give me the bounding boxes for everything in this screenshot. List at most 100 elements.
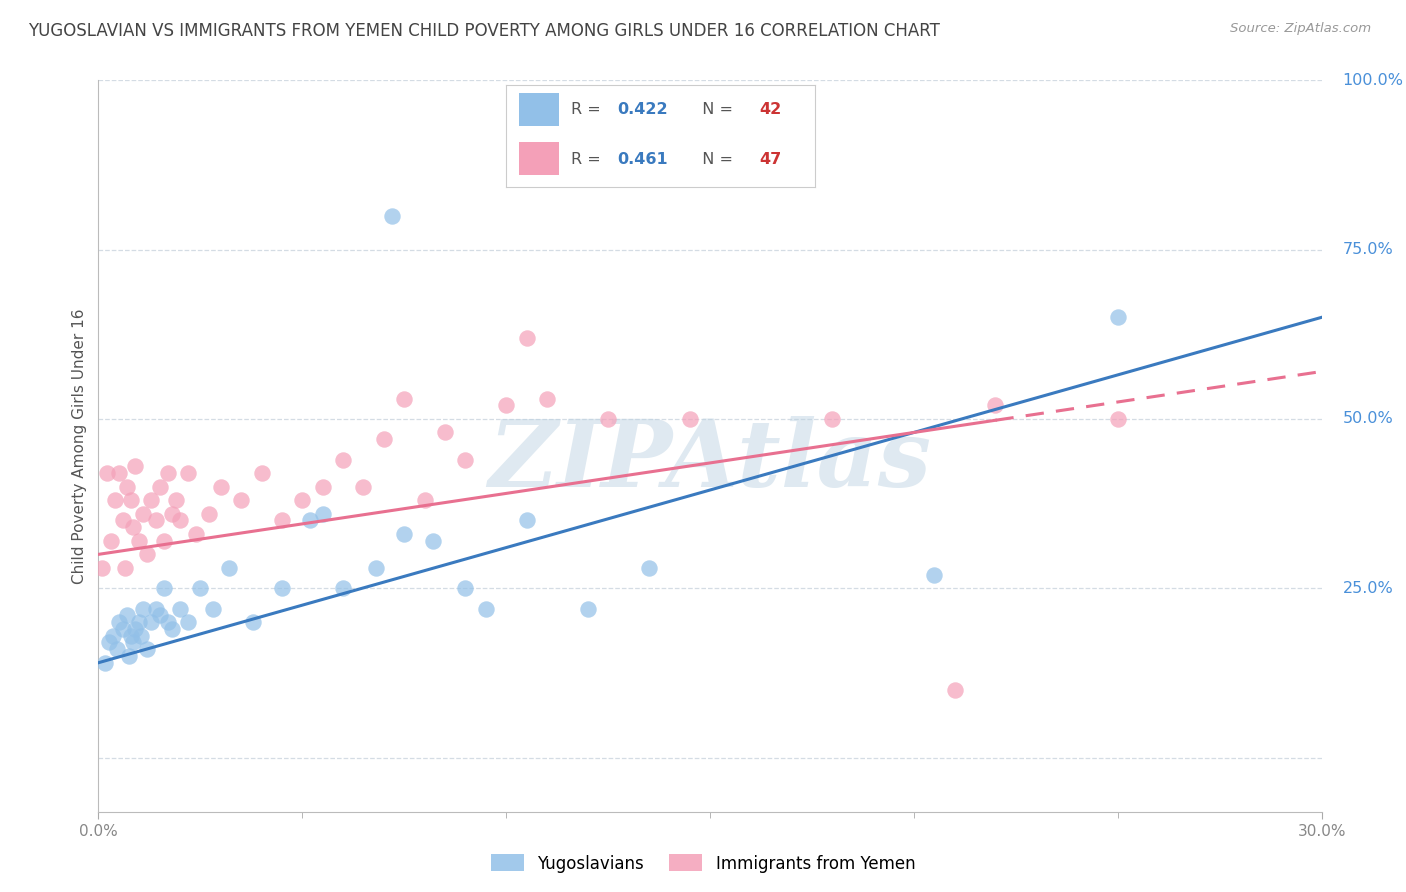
Text: 50.0%: 50.0% bbox=[1343, 411, 1393, 426]
Point bbox=[111, 514, 134, 528]
Point bbox=[433, 425, 456, 440]
Point bbox=[352, 480, 374, 494]
Point bbox=[381, 209, 404, 223]
Point bbox=[821, 412, 844, 426]
Point bbox=[156, 615, 179, 629]
Text: 47: 47 bbox=[759, 152, 782, 167]
Point bbox=[201, 601, 224, 615]
Text: R =: R = bbox=[571, 152, 606, 167]
Point bbox=[129, 629, 152, 643]
Point bbox=[299, 514, 322, 528]
Point bbox=[128, 615, 150, 629]
Point bbox=[495, 398, 517, 412]
Bar bbox=[519, 142, 558, 175]
Point bbox=[1107, 412, 1129, 426]
Point bbox=[1107, 310, 1129, 325]
Point bbox=[679, 412, 702, 426]
Text: 42: 42 bbox=[759, 103, 782, 118]
Point bbox=[141, 493, 163, 508]
Point bbox=[188, 581, 212, 595]
Point bbox=[120, 493, 142, 508]
Text: N =: N = bbox=[692, 103, 738, 118]
Point bbox=[392, 392, 416, 406]
Point bbox=[332, 452, 354, 467]
Point bbox=[132, 507, 155, 521]
Point bbox=[516, 331, 538, 345]
Text: YUGOSLAVIAN VS IMMIGRANTS FROM YEMEN CHILD POVERTY AMONG GIRLS UNDER 16 CORRELAT: YUGOSLAVIAN VS IMMIGRANTS FROM YEMEN CHI… bbox=[28, 22, 941, 40]
Legend: Yugoslavians, Immigrants from Yemen: Yugoslavians, Immigrants from Yemen bbox=[484, 847, 922, 880]
Point bbox=[93, 656, 115, 670]
Point bbox=[132, 601, 155, 615]
Point bbox=[270, 581, 294, 595]
Point bbox=[373, 432, 395, 446]
Point bbox=[312, 507, 335, 521]
Point bbox=[152, 533, 174, 548]
Point bbox=[124, 459, 146, 474]
Point bbox=[169, 601, 191, 615]
Point bbox=[186, 527, 208, 541]
Point bbox=[149, 608, 172, 623]
Point bbox=[128, 533, 150, 548]
Point bbox=[209, 480, 232, 494]
Point bbox=[104, 493, 127, 508]
Point bbox=[120, 629, 142, 643]
Point bbox=[122, 520, 145, 534]
Text: N =: N = bbox=[692, 152, 738, 167]
Point bbox=[152, 581, 174, 595]
Point bbox=[100, 533, 122, 548]
Point bbox=[392, 527, 416, 541]
Point bbox=[160, 507, 183, 521]
Point bbox=[177, 466, 200, 480]
Text: 75.0%: 75.0% bbox=[1343, 242, 1393, 257]
Point bbox=[114, 561, 136, 575]
Point bbox=[122, 635, 145, 649]
Point bbox=[242, 615, 264, 629]
Point bbox=[149, 480, 172, 494]
Y-axis label: Child Poverty Among Girls Under 16: Child Poverty Among Girls Under 16 bbox=[72, 309, 87, 583]
Point bbox=[454, 581, 477, 595]
Point bbox=[141, 615, 163, 629]
Text: Source: ZipAtlas.com: Source: ZipAtlas.com bbox=[1230, 22, 1371, 36]
Point bbox=[177, 615, 200, 629]
Point bbox=[922, 567, 945, 582]
Point bbox=[96, 466, 118, 480]
Point bbox=[145, 514, 167, 528]
Point bbox=[312, 480, 335, 494]
Point bbox=[156, 466, 179, 480]
Point bbox=[218, 561, 240, 575]
Point bbox=[124, 622, 146, 636]
Point bbox=[101, 629, 124, 643]
Point bbox=[596, 412, 619, 426]
Point bbox=[422, 533, 444, 548]
Text: ZIPAtlas: ZIPAtlas bbox=[488, 416, 932, 506]
Point bbox=[364, 561, 387, 575]
Point bbox=[97, 635, 120, 649]
Point bbox=[111, 622, 134, 636]
Point bbox=[413, 493, 436, 508]
Point bbox=[136, 547, 159, 561]
Text: 100.0%: 100.0% bbox=[1343, 73, 1403, 87]
Point bbox=[474, 601, 498, 615]
Point bbox=[197, 507, 219, 521]
Text: 0.461: 0.461 bbox=[617, 152, 668, 167]
Point bbox=[454, 452, 477, 467]
Point bbox=[231, 493, 253, 508]
Point bbox=[136, 642, 159, 657]
Point bbox=[91, 561, 114, 575]
Point bbox=[108, 466, 131, 480]
Point bbox=[169, 514, 191, 528]
Text: R =: R = bbox=[571, 103, 606, 118]
Point bbox=[516, 514, 538, 528]
Point bbox=[145, 601, 167, 615]
Point bbox=[160, 622, 183, 636]
Point bbox=[118, 648, 141, 663]
Point bbox=[105, 642, 128, 657]
Point bbox=[984, 398, 1007, 412]
Point bbox=[270, 514, 294, 528]
Point bbox=[332, 581, 354, 595]
Point bbox=[943, 682, 966, 697]
Point bbox=[536, 392, 558, 406]
Point bbox=[250, 466, 273, 480]
Point bbox=[108, 615, 131, 629]
Point bbox=[115, 608, 138, 623]
